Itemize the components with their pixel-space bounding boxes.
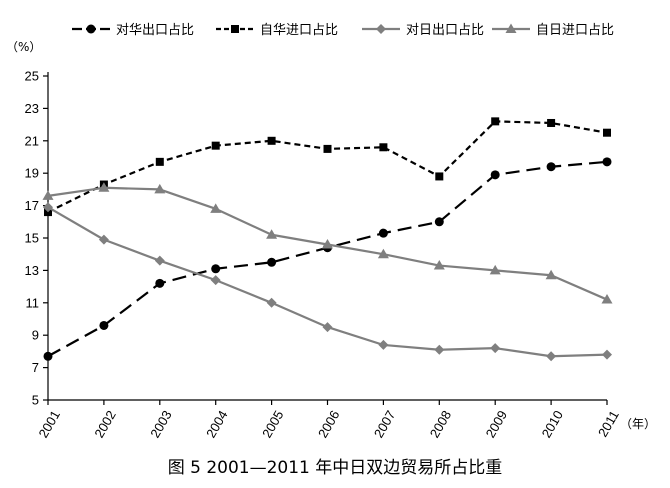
data-point: [602, 349, 612, 360]
y-tick-label: 17: [25, 198, 39, 213]
data-point: [601, 294, 613, 304]
data-point: [323, 144, 332, 153]
y-axis-unit: （%）: [6, 40, 41, 54]
data-point: [155, 157, 164, 166]
data-point: [154, 255, 165, 266]
x-tick-label: 2001: [35, 408, 62, 441]
data-point: [266, 229, 278, 239]
legend: 对华出口占比 自华进口占比 对日出口占比 自日进口占比: [72, 23, 614, 38]
data-point: [98, 234, 109, 245]
legend-marker: [376, 24, 386, 34]
y-tick-label: 15: [25, 231, 39, 246]
x-tick-label: 2010: [539, 408, 566, 441]
legend-marker: [86, 24, 96, 34]
y-tick-label: 13: [25, 263, 39, 278]
series-3: [43, 202, 612, 362]
series-4: [42, 182, 613, 304]
data-point: [43, 351, 53, 361]
y-tick-label: 5: [32, 393, 39, 408]
legend-item-1: 对华出口占比: [72, 23, 194, 38]
x-tick-label: 2009: [483, 408, 510, 441]
legend-label: 对日出口占比: [406, 23, 484, 38]
data-point: [267, 136, 276, 145]
y-tick-label: 19: [25, 166, 39, 181]
y-tick-label: 9: [32, 328, 39, 343]
data-point: [546, 162, 556, 172]
series-2: [44, 117, 611, 217]
data-point: [435, 172, 444, 181]
data-point: [434, 344, 445, 355]
x-tick-label: 2008: [427, 408, 454, 441]
x-axis: 2001 2002 2003 2004 2005 2006 2007 2008 2009 2010…: [35, 399, 622, 441]
data-point: [433, 260, 445, 270]
data-point: [490, 170, 500, 180]
data-point: [211, 141, 220, 150]
legend-marker: [505, 23, 517, 33]
legend-label: 对华出口占比: [116, 23, 194, 38]
legend-label: 自日进口占比: [536, 23, 614, 38]
plot-area: [42, 117, 613, 362]
x-tick-label: 2002: [91, 408, 118, 441]
data-point: [155, 278, 165, 288]
data-point: [267, 257, 277, 267]
series-line: [47, 206, 608, 358]
legend-marker: [231, 25, 239, 33]
series-line: [47, 120, 608, 214]
data-point: [99, 320, 109, 330]
data-point: [211, 264, 221, 274]
data-point: [154, 183, 166, 194]
x-tick-label: 2006: [315, 408, 342, 441]
data-point: [43, 202, 53, 213]
x-tick-label: 2011: [595, 408, 622, 440]
x-axis-unit: （年）: [620, 417, 656, 431]
x-tick-label: 2007: [371, 408, 398, 441]
data-point: [603, 128, 611, 137]
y-tick-label: 11: [26, 295, 40, 310]
y-axis: 5 7 9 11 13 15 17 19 21 23 25: [25, 69, 49, 408]
legend-item-2: 自华进口占比: [216, 23, 338, 38]
data-point: [379, 143, 388, 152]
y-tick-label: 25: [25, 69, 39, 84]
legend-item-3: 对日出口占比: [362, 23, 484, 38]
legend-item-4: 自日进口占比: [492, 23, 614, 38]
data-point: [210, 275, 221, 286]
data-point: [546, 351, 557, 362]
data-point: [322, 238, 333, 249]
y-tick-label: 23: [25, 101, 39, 116]
y-tick-label: 7: [32, 360, 39, 375]
data-point: [434, 217, 444, 227]
data-point: [377, 248, 389, 259]
data-point: [98, 182, 110, 192]
data-point: [322, 322, 333, 333]
data-point: [266, 297, 277, 308]
data-point: [602, 157, 612, 167]
data-point: [378, 339, 389, 350]
data-point: [42, 190, 54, 200]
x-tick-label: 2004: [203, 408, 230, 441]
data-point: [378, 228, 388, 238]
y-tick-label: 21: [25, 133, 39, 148]
data-point: [210, 203, 222, 213]
data-point: [490, 343, 501, 354]
data-point: [489, 264, 501, 275]
data-point: [545, 269, 557, 280]
data-point: [491, 117, 500, 126]
data-point: [547, 118, 556, 127]
x-tick-label: 2005: [259, 408, 286, 441]
legend-label: 自华进口占比: [260, 23, 338, 38]
x-tick-label: 2003: [147, 408, 174, 441]
figure-caption: 图 5 2001—2011 年中日双边贸易所占比重: [168, 458, 503, 478]
